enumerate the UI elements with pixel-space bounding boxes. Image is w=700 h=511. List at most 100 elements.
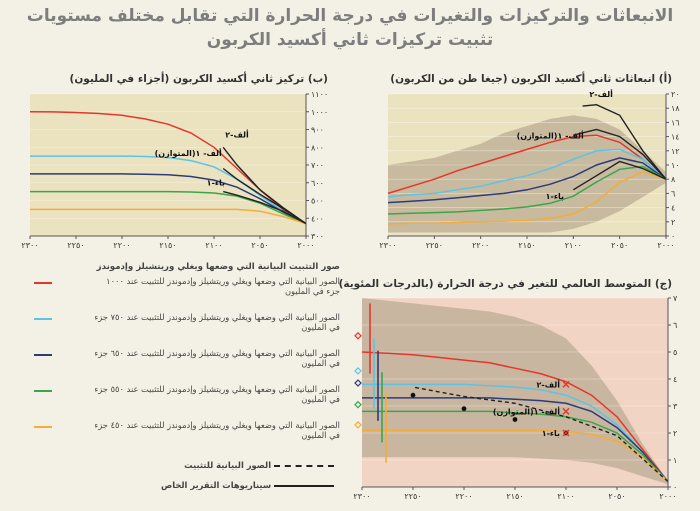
series-line-1000 bbox=[387, 134, 667, 195]
series-line-1000 bbox=[361, 351, 669, 483]
x-tick-label: ٢٢٠٠ bbox=[472, 241, 489, 250]
y-tick-label: ٢٠ bbox=[671, 90, 680, 99]
x-tick-label: ٢١٥٠ bbox=[518, 241, 535, 250]
chart-c-temperature: ٢٠٠٠ ٢٠٥٠ ٢١٠٠ ٢١٥٠ ٢٢٠٠ ٢٢٥٠ ٢٣٠٠ ٠ ١ ٢ ٣ ٤ ٥ ٦ ٧ ألف-… bbox=[353, 294, 678, 501]
x-tick-label: ٢٣٠٠ bbox=[379, 241, 396, 250]
series-line-750 bbox=[362, 383, 669, 483]
x-tick-label: ٢٠٥٠ bbox=[251, 241, 268, 250]
panel-c-title: (ج) المتوسط العالمي للتغير في درجة الحرا… bbox=[338, 278, 672, 290]
sres-marker bbox=[562, 407, 570, 415]
sres-marker-label: ألف-٢ bbox=[537, 379, 561, 389]
sres-marker-label: ألف- ١(المتوازن) bbox=[493, 406, 560, 416]
legend-header: صور التثبيت البيانية التي وضعها ويغلي ور… bbox=[96, 262, 340, 272]
series-line-A1B bbox=[573, 128, 667, 180]
legend-swatch bbox=[34, 318, 52, 320]
legend-item: الصور البيانية التي وضعها ويغلي وريتشيلز… bbox=[28, 312, 340, 348]
x-tick-label: ٢٢٠٠ bbox=[113, 241, 130, 250]
stab-dot bbox=[512, 417, 518, 422]
annotation-b1: باء-١ bbox=[207, 178, 225, 187]
y-tick-label: ٩٠٠ bbox=[311, 126, 324, 135]
x-tick-label: ٢٠٠٠ bbox=[657, 241, 674, 250]
side-diamond bbox=[354, 400, 362, 409]
y-tick-label: ١٢ bbox=[671, 147, 680, 156]
x-tick-label: ٢٢٥٠ bbox=[426, 241, 443, 250]
side-diamond bbox=[354, 379, 362, 387]
series-line-B1 bbox=[572, 160, 667, 191]
y-tick-label: ٨٠٠ bbox=[311, 143, 324, 152]
y-tick-label: ٠ bbox=[671, 232, 675, 241]
side-diamond bbox=[354, 331, 362, 340]
legend-item-label: الصور البيانية التي وضعها ويغلي وريتشيلز… bbox=[106, 276, 340, 296]
legend-item-label: الصور البيانية التي وضعها ويغلي وريتشيلز… bbox=[94, 312, 340, 332]
y-tick-label: ٦٠٠ bbox=[311, 179, 324, 188]
y-tick-label: ٢ bbox=[673, 429, 677, 438]
x-tick-label: ٢٢٠٠ bbox=[455, 492, 472, 501]
legend-item: الصور البيانية التي وضعها ويغلي وريتشيلز… bbox=[28, 348, 340, 384]
x-tick-label: ٢٠٥٠ bbox=[611, 241, 628, 250]
legend-swatch bbox=[34, 426, 52, 428]
y-tick-label: ٢ bbox=[671, 218, 675, 227]
legend-stab-paths-label: الصور البيانية للتثبيت bbox=[184, 460, 272, 470]
stab-dot bbox=[410, 392, 416, 398]
series-line-750 bbox=[387, 148, 667, 198]
y-tick-label: ٧ bbox=[673, 294, 678, 303]
series-line-450 bbox=[362, 429, 669, 483]
series-line-stab-paths bbox=[412, 386, 669, 483]
series-line-550 bbox=[362, 410, 669, 483]
series-line-550 bbox=[30, 190, 307, 225]
legend-items: الصور البيانية التي وضعها ويغلي وريتشيلز… bbox=[28, 276, 340, 456]
y-tick-label: ٣٠٠ bbox=[311, 232, 324, 241]
sres-marker-label: باء-١ bbox=[542, 429, 560, 438]
y-tick-label: ٥٠٠ bbox=[311, 197, 324, 206]
chart-b-concentrations: ٢٠٠٠ ٢٠٥٠ ٢١٠٠ ٢١٥٠ ٢٢٠٠ ٢٢٥٠ ٢٣٠٠ ٣٠٠ ٤٠٠ ٥٠٠ ٦٠٠… bbox=[21, 90, 328, 250]
y-tick-label: ١٤ bbox=[671, 133, 680, 142]
legend-item-label: الصور البيانية التي وضعها ويغلي وريتشيلز… bbox=[94, 348, 340, 368]
annotation-a1b: ألف- ١(المتوازن) bbox=[517, 131, 584, 141]
x-tick-label: ٢٠٠٠ bbox=[297, 241, 314, 250]
y-tick-label: ١٠٠٠ bbox=[311, 108, 328, 117]
y-tick-label: ٦ bbox=[671, 189, 675, 198]
y-tick-label: ١ bbox=[673, 456, 677, 465]
side-diamond bbox=[354, 421, 362, 429]
series-line-B1 bbox=[223, 190, 307, 225]
stab-dot bbox=[461, 406, 467, 412]
uncertainty-band bbox=[388, 115, 666, 233]
legend-sres-label: سيناريوهات التقرير الخاص bbox=[160, 480, 272, 490]
y-tick-label: ٤٠٠ bbox=[311, 214, 324, 223]
legend-stab-paths: الصور البيانية للتثبيت bbox=[28, 460, 340, 470]
legend: صور التثبيت البيانية التي وضعها ويغلي ور… bbox=[28, 262, 340, 490]
panel-a-title: (أ) انبعاثات ثاني أكسيد الكربون (جيغا طن… bbox=[390, 73, 672, 85]
y-tick-label: ٥ bbox=[673, 348, 677, 357]
x-tick-label: ٢١٠٠ bbox=[557, 492, 574, 501]
legend-stab-paths-swatch bbox=[274, 464, 334, 467]
x-tick-label: ٢٠٠٠ bbox=[659, 492, 676, 501]
annotation-a2: ألف-٢ bbox=[589, 89, 613, 99]
legend-item: الصور البيانية التي وضعها ويغلي وريتشيلز… bbox=[28, 384, 340, 420]
uncertainty-band bbox=[362, 298, 668, 485]
legend-sres: سيناريوهات التقرير الخاص bbox=[28, 480, 340, 490]
annotation-a2: ألف-٢ bbox=[225, 129, 249, 139]
series-line-650 bbox=[30, 173, 307, 225]
legend-item-label: الصور البيانية التي وضعها ويغلي وريتشيلز… bbox=[94, 420, 340, 440]
x-tick-label: ٢٢٥٠ bbox=[67, 241, 84, 250]
legend-item: الصور البيانية التي وضعها ويغلي وريتشيلز… bbox=[28, 276, 340, 312]
series-line-650 bbox=[387, 157, 667, 204]
y-tick-label: ٦ bbox=[673, 321, 677, 330]
annotation-b1: باء-١ bbox=[546, 192, 564, 201]
x-tick-label: ٢٢٥٠ bbox=[404, 492, 421, 501]
y-tick-label: ٠ bbox=[673, 483, 677, 492]
y-tick-label: ٤ bbox=[673, 375, 677, 384]
series-line-A2 bbox=[582, 103, 667, 180]
sres-marker bbox=[562, 429, 570, 437]
main-title-line-1: الانبعاثات والتركيزات والتغيرات في درجة … bbox=[26, 6, 674, 26]
legend-item-label: الصور البيانية التي وضعها ويغلي وريتشيلز… bbox=[94, 384, 340, 404]
y-tick-label: ٨ bbox=[671, 175, 676, 184]
x-tick-label: ٢٣٠٠ bbox=[353, 492, 370, 501]
series-line-450 bbox=[387, 171, 667, 225]
series-line-A1B bbox=[222, 167, 307, 225]
legend-swatch bbox=[34, 282, 52, 284]
y-tick-label: ٧٠٠ bbox=[311, 161, 324, 170]
legend-swatch bbox=[34, 390, 52, 392]
y-tick-label: ١٨ bbox=[671, 104, 680, 113]
